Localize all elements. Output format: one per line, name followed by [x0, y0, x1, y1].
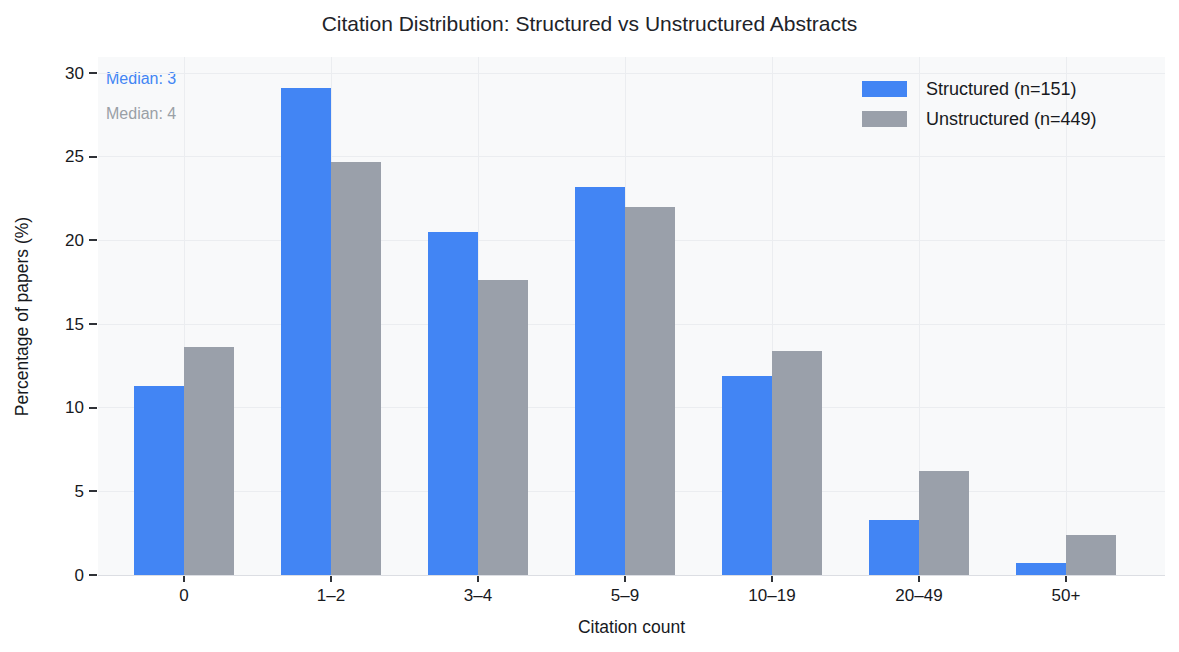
bar-structured-1 [134, 386, 184, 575]
vertical-gridline [1066, 57, 1067, 575]
y-tick-label: 0 [36, 566, 84, 585]
bar-unstructured-6 [919, 471, 969, 575]
legend-swatch-unstructured-icon [862, 111, 907, 127]
horizontal-gridline [98, 156, 1165, 157]
legend-label-unstructured: Unstructured (n=449) [926, 109, 1097, 130]
legend-label-structured: Structured (n=151) [926, 79, 1077, 100]
y-tick-label: 15 [36, 315, 84, 334]
x-tick-label: 50+ [991, 586, 1141, 606]
x-tick-label: 20–49 [844, 586, 994, 606]
y-tick-label: 20 [36, 231, 84, 250]
y-tick-label: 30 [36, 64, 84, 83]
x-tick-label: 5–9 [550, 586, 700, 606]
y-tick-mark [89, 156, 97, 158]
legend-item-unstructured: Unstructured (n=449) [862, 104, 1097, 134]
plot-area [98, 57, 1165, 575]
x-tick-mark [477, 575, 479, 582]
bar-structured-3 [428, 232, 478, 575]
bar-unstructured-7 [1066, 535, 1116, 575]
y-tick-mark [89, 239, 97, 241]
x-tick-mark [183, 575, 185, 582]
x-tick-mark [624, 575, 626, 582]
x-axis-label: Citation count [98, 617, 1165, 638]
bar-unstructured-3 [478, 280, 528, 575]
x-tick-mark [918, 575, 920, 582]
legend-item-structured: Structured (n=151) [862, 74, 1097, 104]
y-tick-mark [89, 323, 97, 325]
y-tick-mark [89, 407, 97, 409]
figure: Citation Distribution: Structured vs Uns… [0, 0, 1179, 652]
bar-unstructured-1 [184, 347, 234, 575]
chart-title: Citation Distribution: Structured vs Uns… [0, 11, 1179, 37]
legend-swatch-structured-icon [862, 81, 907, 97]
bar-structured-4 [575, 187, 625, 575]
y-axis-label: Percentage of papers (%) [12, 167, 33, 467]
bar-unstructured-2 [331, 162, 381, 575]
legend: Structured (n=151) Unstructured (n=449) [862, 74, 1097, 134]
y-tick-mark [89, 490, 97, 492]
x-tick-label: 1–2 [256, 586, 406, 606]
bar-structured-5 [722, 376, 772, 575]
y-tick-mark [89, 72, 97, 74]
bar-unstructured-5 [772, 351, 822, 575]
x-tick-mark [1065, 575, 1067, 582]
median-annotation-unstructured: Median: 4 [106, 104, 176, 123]
bar-unstructured-4 [625, 207, 675, 575]
x-tick-label: 10–19 [697, 586, 847, 606]
y-tick-mark [89, 574, 97, 576]
y-tick-label: 5 [36, 482, 84, 501]
x-tick-label: 3–4 [403, 586, 553, 606]
x-tick-label: 0 [109, 586, 259, 606]
y-tick-label: 25 [36, 147, 84, 166]
bar-structured-7 [1016, 563, 1066, 575]
bar-structured-6 [869, 520, 919, 575]
bar-structured-2 [281, 88, 331, 575]
x-tick-mark [771, 575, 773, 582]
x-tick-mark [330, 575, 332, 582]
y-tick-label: 10 [36, 398, 84, 417]
